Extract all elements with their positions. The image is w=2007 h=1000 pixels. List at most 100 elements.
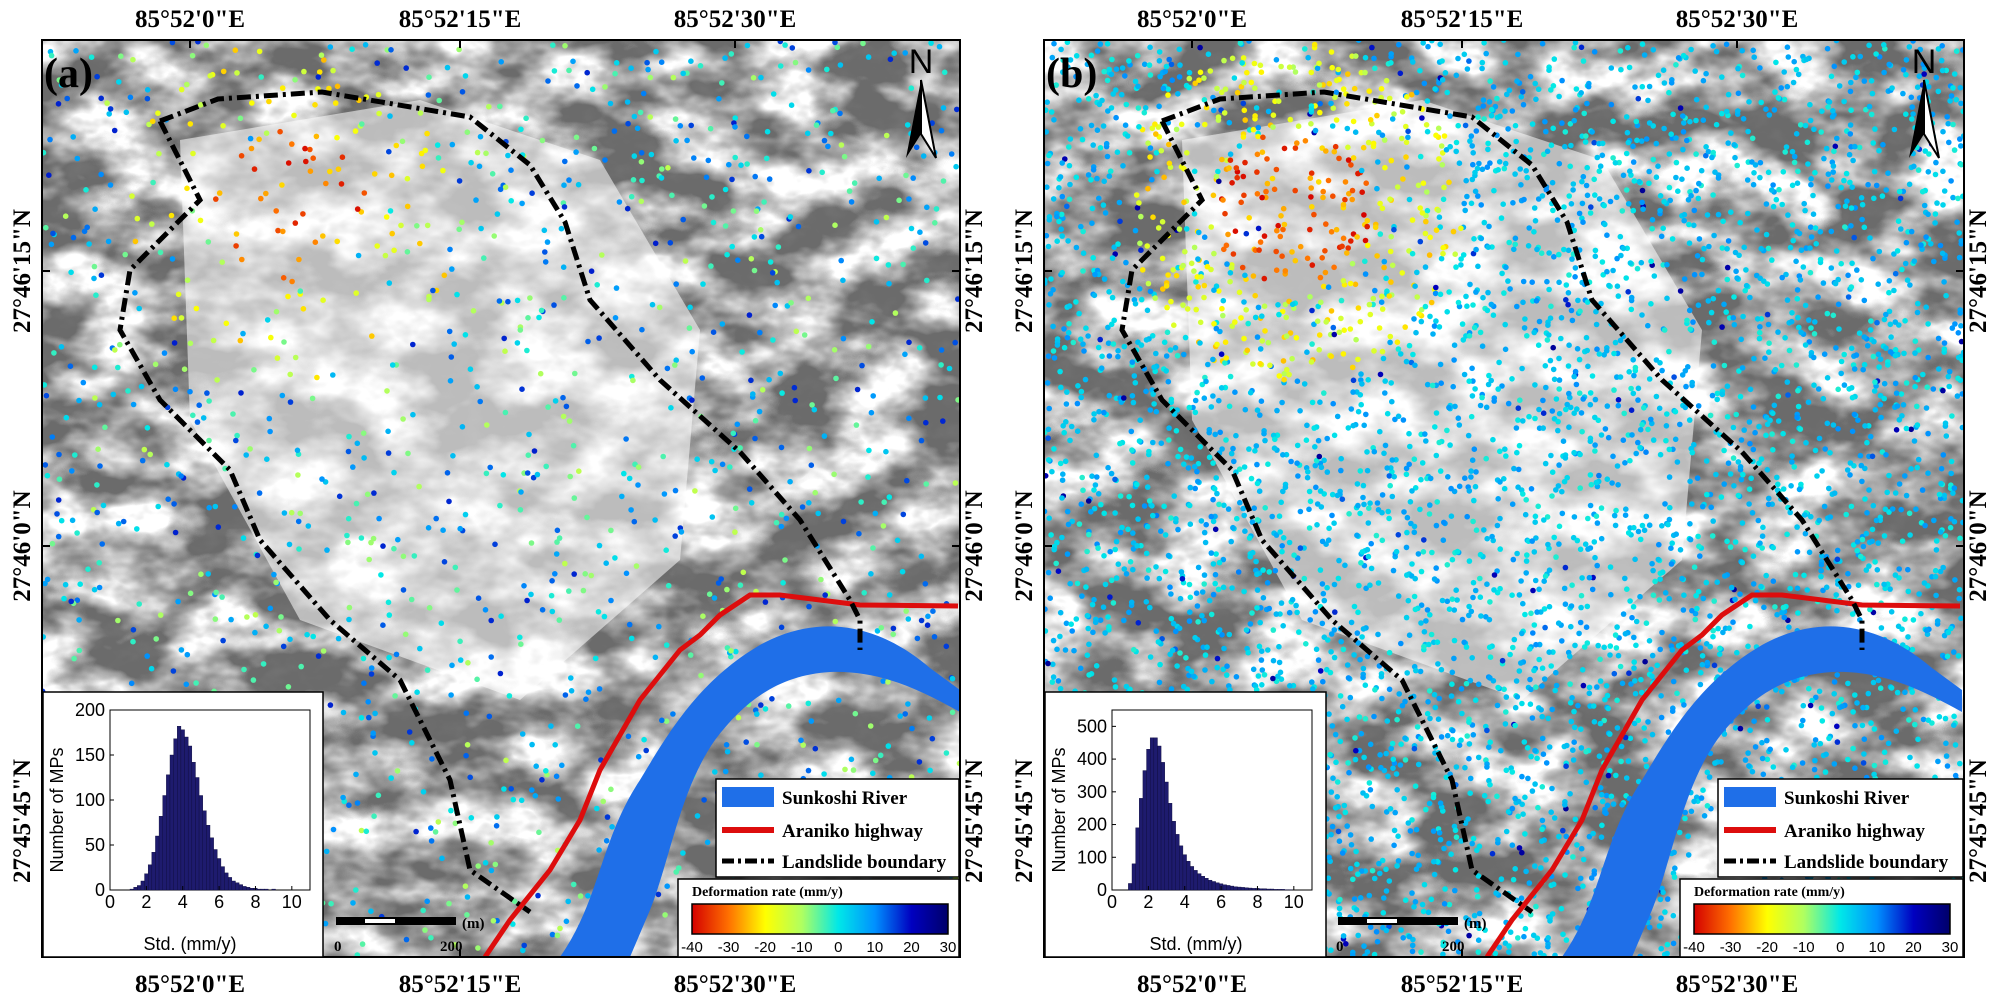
measurement-point: [1186, 672, 1192, 679]
measurement-point: [880, 678, 886, 684]
measurement-point: [205, 571, 211, 577]
measurement-point: [673, 869, 679, 875]
measurement-point: [230, 411, 236, 417]
measurement-point: [1676, 829, 1683, 836]
measurement-point: [213, 196, 219, 202]
measurement-point: [659, 717, 665, 724]
measurement-point: [872, 757, 879, 764]
measurement-point: [172, 386, 179, 393]
measurement-point: [1709, 533, 1716, 539]
measurement-point: [1220, 556, 1227, 563]
measurement-point: [1402, 735, 1408, 741]
measurement-point: [107, 182, 114, 188]
measurement-point: [1191, 268, 1197, 274]
measurement-point: [782, 557, 788, 563]
measurement-point: [1429, 549, 1435, 556]
measurement-point: [264, 456, 270, 463]
measurement-point: [1721, 731, 1728, 737]
measurement-point: [1330, 105, 1337, 111]
measurement-point: [1681, 217, 1687, 224]
measurement-point: [1784, 379, 1791, 385]
measurement-point: [1832, 143, 1839, 150]
measurement-point: [922, 240, 929, 246]
measurement-point: [1244, 69, 1250, 76]
measurement-point: [1710, 295, 1717, 302]
measurement-point: [570, 881, 577, 888]
measurement-point: [361, 190, 368, 196]
measurement-point: [391, 469, 397, 476]
measurement-point: [1081, 348, 1087, 354]
measurement-point: [118, 53, 124, 59]
measurement-point: [1199, 589, 1206, 595]
measurement-point: [327, 702, 334, 708]
measurement-point: [1872, 126, 1878, 132]
measurement-point: [1526, 225, 1532, 231]
measurement-point: [1406, 632, 1413, 638]
measurement-point: [1307, 294, 1313, 300]
measurement-point: [1695, 195, 1702, 202]
measurement-point: [1294, 140, 1300, 146]
measurement-point: [735, 257, 741, 264]
measurement-point: [612, 555, 618, 561]
measurement-point: [1379, 306, 1386, 312]
measurement-point: [1906, 717, 1912, 723]
measurement-point: [1181, 199, 1187, 206]
measurement-point: [1952, 577, 1958, 583]
measurement-point: [1795, 387, 1801, 394]
measurement-point: [631, 153, 638, 159]
measurement-point: [1342, 562, 1348, 569]
measurement-point: [476, 163, 483, 170]
measurement-point: [1539, 40, 1546, 47]
measurement-point: [1279, 308, 1286, 315]
measurement-point: [916, 759, 923, 765]
measurement-point: [287, 399, 294, 405]
measurement-point: [1868, 111, 1875, 118]
measurement-point: [1747, 386, 1754, 393]
measurement-point: [1251, 505, 1257, 512]
measurement-point: [50, 230, 56, 237]
measurement-point: [1263, 188, 1269, 195]
measurement-point: [1849, 428, 1856, 435]
measurement-point: [1884, 489, 1890, 496]
measurement-point: [1223, 355, 1230, 361]
measurement-point: [1487, 781, 1493, 788]
measurement-point: [332, 100, 339, 106]
measurement-point: [1332, 805, 1339, 811]
measurement-point: [498, 59, 505, 65]
measurement-point: [1858, 277, 1865, 283]
measurement-point: [1553, 487, 1559, 493]
scale-zero-a: 0: [334, 939, 342, 955]
measurement-point: [1924, 384, 1930, 391]
measurement-point: [1221, 246, 1227, 253]
measurement-point: [1679, 176, 1685, 182]
measurement-point: [1620, 172, 1627, 179]
measurement-point: [1732, 539, 1739, 545]
measurement-point: [1126, 609, 1132, 616]
measurement-point: [635, 753, 642, 760]
measurement-point: [1534, 609, 1540, 615]
measurement-point: [1870, 679, 1877, 686]
measurement-point: [274, 355, 281, 361]
measurement-point: [1147, 407, 1154, 413]
histogram-bar: [257, 888, 262, 891]
measurement-point: [1825, 171, 1832, 177]
measurement-point: [1570, 757, 1577, 763]
measurement-point: [482, 860, 489, 866]
measurement-point: [1171, 493, 1177, 499]
measurement-point: [200, 415, 207, 421]
measurement-point: [1451, 607, 1458, 613]
measurement-point: [250, 677, 257, 683]
measurement-point: [1496, 359, 1502, 366]
measurement-point: [1611, 512, 1618, 519]
measurement-point: [386, 612, 393, 618]
measurement-point: [1421, 629, 1428, 635]
measurement-point: [1519, 849, 1525, 856]
measurement-point: [1684, 137, 1690, 144]
measurement-point: [1515, 405, 1522, 412]
measurement-point: [1903, 492, 1910, 499]
measurement-point: [394, 768, 401, 774]
measurement-point: [219, 594, 225, 600]
measurement-point: [1906, 510, 1913, 517]
measurement-point: [511, 898, 518, 905]
measurement-point: [1570, 747, 1576, 753]
